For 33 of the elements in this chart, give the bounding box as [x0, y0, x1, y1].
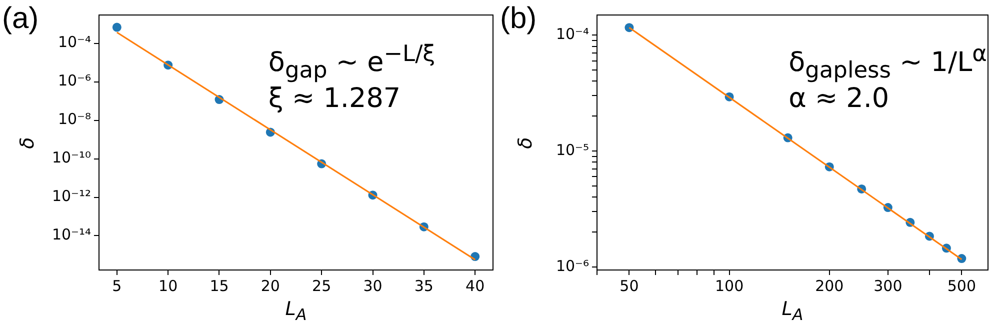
annotation: ξ ≈ 1.287 [268, 83, 401, 114]
point [112, 22, 122, 32]
x-tick-label: 40 [466, 276, 485, 295]
y-axis-title: δ [16, 136, 38, 148]
annotation: δ$_{gap}$ ∼ e$^{−L/ξ}$ [268, 41, 436, 84]
chart-title: (b) [500, 2, 537, 35]
x-tick-label: 15 [210, 276, 229, 295]
y-tick-label: 10⁻⁵ [556, 140, 589, 159]
x-tick-label: 25 [312, 276, 332, 295]
x-tick-label: 10 [158, 276, 178, 295]
y-tick-label: 10⁻⁸ [58, 110, 91, 128]
y-axis-title: δ [514, 136, 536, 148]
x-tick-label: 500 [947, 276, 976, 295]
y-tick-label: 10⁻¹² [52, 187, 91, 206]
annotation: δ$_{gapless}$ ∼ 1/L$^{α}$ [788, 41, 987, 84]
x-axis-title: L$_{A}$ [782, 298, 804, 324]
chart-title: (a) [2, 2, 39, 35]
x-tick-label: 30 [363, 276, 382, 295]
x-tick-label: 100 [714, 276, 744, 295]
x-axis-title: L$_{A}$ [285, 298, 307, 324]
y-tick-label: 10⁻⁴ [58, 33, 91, 52]
y-tick-label: 10⁻⁴ [556, 24, 589, 43]
x-tick-label: 300 [874, 276, 902, 295]
x-tick-label: 20 [260, 276, 280, 295]
y-tick-label: 10⁻⁶ [58, 72, 91, 90]
y-tick-label: 10⁻¹⁰ [52, 148, 91, 167]
x-tick-label: 5 [112, 276, 122, 295]
y-tick-label: 10⁻⁶ [556, 256, 589, 275]
x-tick-label: 200 [815, 276, 844, 295]
x-tick-label: 35 [414, 276, 434, 295]
annotation: α ≈ 2.0 [788, 83, 890, 114]
y-tick-label: 10⁻¹⁴ [52, 226, 91, 244]
x-tick-label: 50 [620, 276, 639, 295]
